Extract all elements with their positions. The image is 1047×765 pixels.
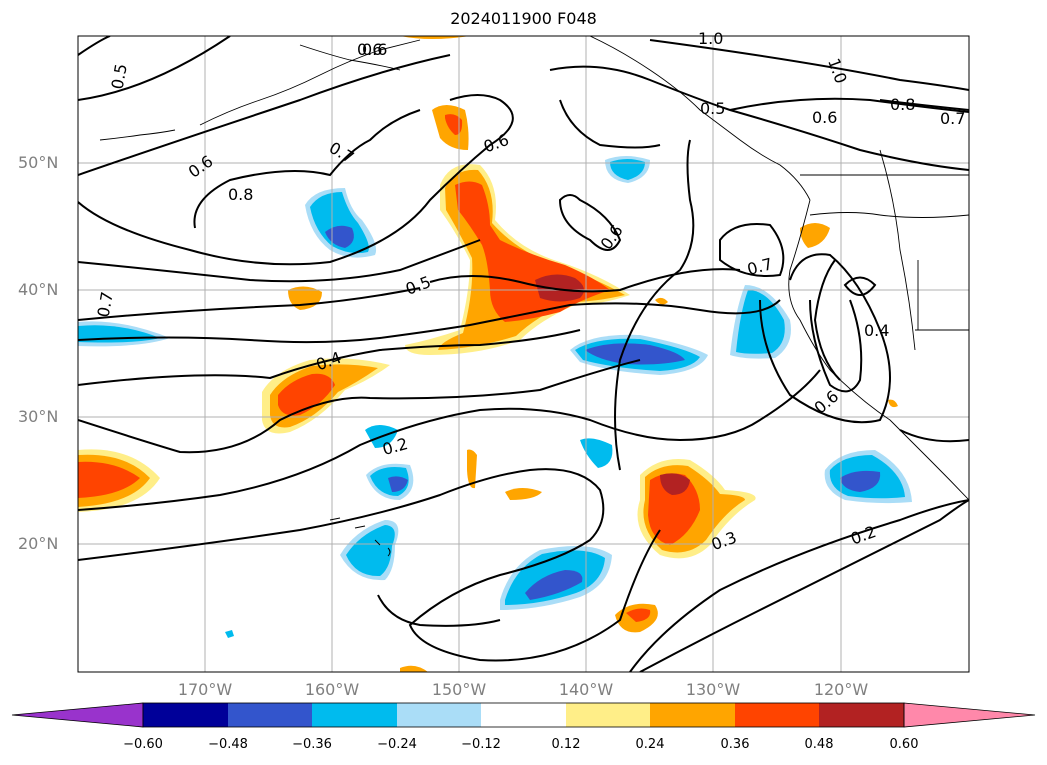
colorbar-tick-label: 0.24 (635, 737, 665, 752)
contour-lines (78, 36, 969, 672)
colorbar-frame (142, 702, 905, 728)
contour-label: 0.6 (357, 40, 382, 59)
colorbar-tick-label: 0.12 (551, 737, 581, 752)
map-frame (77, 35, 970, 673)
colorbar-segment (228, 703, 312, 727)
colorbar-segment (735, 703, 819, 727)
colorbar-segment (481, 703, 566, 727)
colorbar-segment (143, 703, 228, 727)
colorbar-tick-label: 0.36 (720, 737, 750, 752)
colorbar-tick-label: −0.24 (377, 737, 417, 752)
lon-label: 130°W (685, 680, 741, 699)
contour-label: 0.5 (700, 99, 725, 118)
contour-label: 0.4 (864, 321, 889, 340)
colorbar-tick-label: 0.60 (889, 737, 919, 752)
contour-label: 0.7 (940, 109, 965, 128)
map-gridlines (78, 36, 969, 672)
contour-label: 0.7 (94, 290, 117, 318)
page-title: 2024011900 F048 (450, 9, 597, 28)
lon-label: 120°W (813, 680, 869, 699)
contour-label: 0.6 (812, 108, 837, 127)
lat-label: 30°N (18, 407, 59, 426)
colorbar-tick-label: −0.60 (123, 737, 163, 752)
colorbar-segment (566, 703, 650, 727)
colorbar-extend-low (11, 702, 144, 728)
positive-anomaly-blob-west (78, 286, 390, 512)
lon-label: 140°W (558, 680, 614, 699)
contour-label: 0.8 (890, 95, 915, 114)
contour-label: 0.6 (362, 40, 387, 59)
lon-label: 160°W (304, 680, 360, 699)
colorbar-segment (819, 703, 904, 727)
contour-label: 0.5 (108, 62, 131, 90)
colorbar-segment (312, 703, 397, 727)
lat-label: 20°N (18, 534, 59, 553)
colorbar-tick-label: −0.48 (208, 737, 248, 752)
lon-label: 170°W (177, 680, 233, 699)
lat-label: 50°N (18, 153, 59, 172)
contour-label: 0.8 (228, 185, 253, 204)
coastlines (99, 36, 969, 557)
colorbar (11, 702, 1036, 728)
lat-label: 40°N (18, 280, 59, 299)
lon-label: 150°W (431, 680, 487, 699)
colorbar-tick-label: −0.12 (461, 737, 501, 752)
colorbar-extend-high (903, 702, 1036, 728)
colorbar-segment (397, 703, 481, 727)
colorbar-segment (650, 703, 735, 727)
negative-anomaly-blob-south (225, 450, 912, 638)
positive-anomaly-blob-subtropics (400, 36, 898, 672)
contour-label: 1.0 (698, 29, 723, 48)
anomaly-fill-layer (78, 36, 912, 672)
colorbar-tick-label: −0.36 (292, 737, 332, 752)
colorbar-tick-label: 0.48 (804, 737, 834, 752)
